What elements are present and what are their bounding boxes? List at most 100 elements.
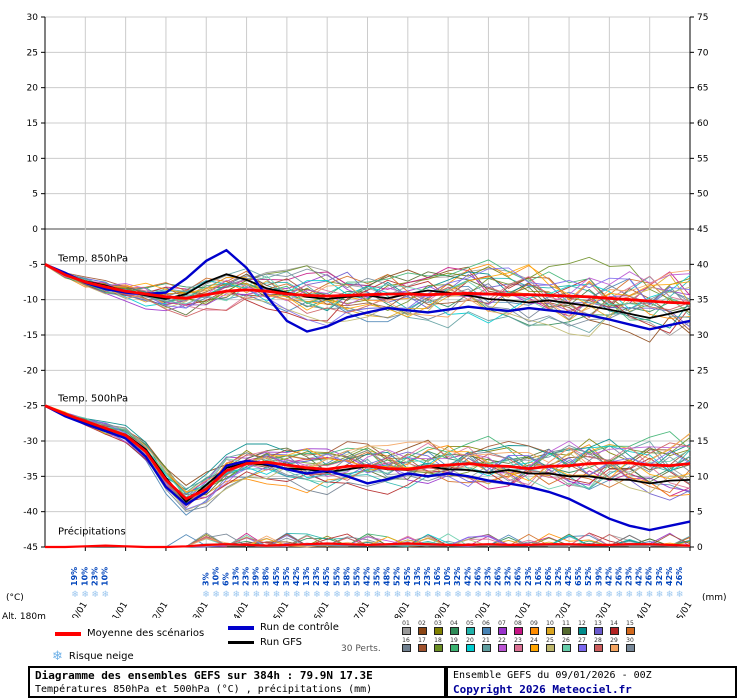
pert-color-box xyxy=(449,627,459,635)
pert-number: 30 xyxy=(626,637,634,644)
pert-number: 21 xyxy=(482,637,490,644)
svg-text:❄: ❄ xyxy=(474,590,482,600)
svg-text:45%: 45% xyxy=(272,567,281,586)
svg-text:13%: 13% xyxy=(413,567,422,586)
svg-text:12/01: 12/01 xyxy=(148,600,170,618)
perts-count-label: 30 Perts. xyxy=(341,644,381,654)
svg-text:❄: ❄ xyxy=(404,590,412,600)
svg-text:❄: ❄ xyxy=(666,590,674,600)
svg-text:32%: 32% xyxy=(504,567,513,586)
pert-swatch: 14 xyxy=(606,620,622,635)
svg-text:40: 40 xyxy=(697,260,709,270)
svg-text:15/01: 15/01 xyxy=(269,600,291,618)
svg-text:23/01: 23/01 xyxy=(592,600,614,618)
pert-color-box xyxy=(561,627,571,635)
svg-text:❄: ❄ xyxy=(202,590,210,600)
svg-text:(°C): (°C) xyxy=(6,593,24,603)
pert-number: 20 xyxy=(466,637,474,644)
pert-number: 11 xyxy=(562,620,570,627)
svg-text:❄: ❄ xyxy=(495,590,503,600)
svg-text:❄: ❄ xyxy=(333,590,341,600)
svg-text:❄: ❄ xyxy=(676,590,684,600)
pert-number: 24 xyxy=(530,637,538,644)
legend-gfs-label: Run GFS xyxy=(260,637,303,648)
svg-text:25: 25 xyxy=(697,366,708,376)
svg-text:-35: -35 xyxy=(23,472,38,482)
perts-swatch-row: 01 02 03 04 05 06 07 08 09 10 11 12 13 14 15 xyxy=(398,620,638,635)
svg-text:❄: ❄ xyxy=(535,590,543,600)
gfs-line-swatch xyxy=(228,641,254,644)
svg-text:23%: 23% xyxy=(242,567,251,586)
svg-text:❄: ❄ xyxy=(646,590,654,600)
svg-text:❄: ❄ xyxy=(434,590,442,600)
svg-text:23%: 23% xyxy=(483,567,492,586)
svg-text:❄: ❄ xyxy=(232,590,240,600)
pert-color-box xyxy=(481,644,491,652)
legend-gfs: Run GFS xyxy=(228,637,302,648)
svg-text:10%: 10% xyxy=(443,567,452,586)
altitude-label: Alt. 180m xyxy=(2,612,46,622)
svg-text:❄: ❄ xyxy=(545,590,553,600)
svg-text:39%: 39% xyxy=(252,567,261,586)
svg-text:-45: -45 xyxy=(23,543,38,553)
svg-text:❄: ❄ xyxy=(243,590,251,600)
svg-text:Temp. 500hPa: Temp. 500hPa xyxy=(57,393,128,404)
pert-color-box xyxy=(417,644,427,652)
pert-swatch: 08 xyxy=(510,620,526,635)
pert-color-box xyxy=(513,644,523,652)
svg-text:19/01: 19/01 xyxy=(430,600,452,618)
snowflake-icon: ❄ xyxy=(52,649,63,664)
svg-text:❄: ❄ xyxy=(263,590,271,600)
svg-text:19%: 19% xyxy=(70,567,79,586)
pert-number: 08 xyxy=(514,620,522,627)
pert-swatch: 16 xyxy=(398,637,414,652)
control-line-swatch xyxy=(228,625,254,630)
svg-text:25/01: 25/01 xyxy=(672,600,694,618)
svg-text:0: 0 xyxy=(32,225,38,235)
svg-text:10%: 10% xyxy=(80,567,89,586)
pert-swatch: 06 xyxy=(478,620,494,635)
pert-color-box xyxy=(625,627,635,635)
run-info-box: Ensemble GEFS du 09/01/2026 - 00Z Copyri… xyxy=(446,666,737,698)
run-info: Ensemble GEFS du 09/01/2026 - 00Z xyxy=(453,670,652,681)
svg-text:26%: 26% xyxy=(514,567,523,586)
svg-text:-20: -20 xyxy=(23,366,38,376)
pert-number: 18 xyxy=(434,637,442,644)
svg-text:0: 0 xyxy=(697,543,703,553)
svg-text:❄: ❄ xyxy=(323,590,331,600)
pert-number: 17 xyxy=(418,637,426,644)
svg-text:45: 45 xyxy=(697,225,708,235)
svg-text:23%: 23% xyxy=(625,567,634,586)
svg-text:42%: 42% xyxy=(665,567,674,586)
svg-text:60: 60 xyxy=(697,119,709,129)
svg-text:23%: 23% xyxy=(423,567,432,586)
legend-control: Run de contrôle xyxy=(228,622,339,633)
pert-color-box xyxy=(465,627,475,635)
svg-text:30: 30 xyxy=(27,13,39,23)
svg-text:21/01: 21/01 xyxy=(511,600,533,618)
svg-text:-30: -30 xyxy=(23,437,38,447)
svg-text:70: 70 xyxy=(697,48,709,58)
chart-title: Diagramme des ensembles GEFS sur 384h : … xyxy=(35,669,373,682)
pert-number: 12 xyxy=(578,620,586,627)
pert-number: 14 xyxy=(610,620,618,627)
pert-number: 13 xyxy=(594,620,602,627)
svg-text:11/01: 11/01 xyxy=(108,600,130,618)
pert-swatch: 12 xyxy=(574,620,590,635)
pert-swatch: 27 xyxy=(574,637,590,652)
svg-text:❄: ❄ xyxy=(101,590,109,600)
svg-text:42%: 42% xyxy=(363,567,372,586)
svg-text:22/01: 22/01 xyxy=(551,600,573,618)
pert-number: 02 xyxy=(418,620,426,627)
svg-text:16%: 16% xyxy=(433,567,442,586)
svg-text:❄: ❄ xyxy=(595,590,603,600)
svg-text:20/01: 20/01 xyxy=(471,600,493,618)
pert-number: 22 xyxy=(498,637,506,644)
pert-swatch: 07 xyxy=(494,620,510,635)
pert-number: 15 xyxy=(626,620,634,627)
svg-text:13%: 13% xyxy=(302,567,311,586)
svg-text:❄: ❄ xyxy=(464,590,472,600)
pert-swatch: 28 xyxy=(590,637,606,652)
svg-text:35%: 35% xyxy=(282,567,291,586)
pert-swatch: 24 xyxy=(526,637,542,652)
